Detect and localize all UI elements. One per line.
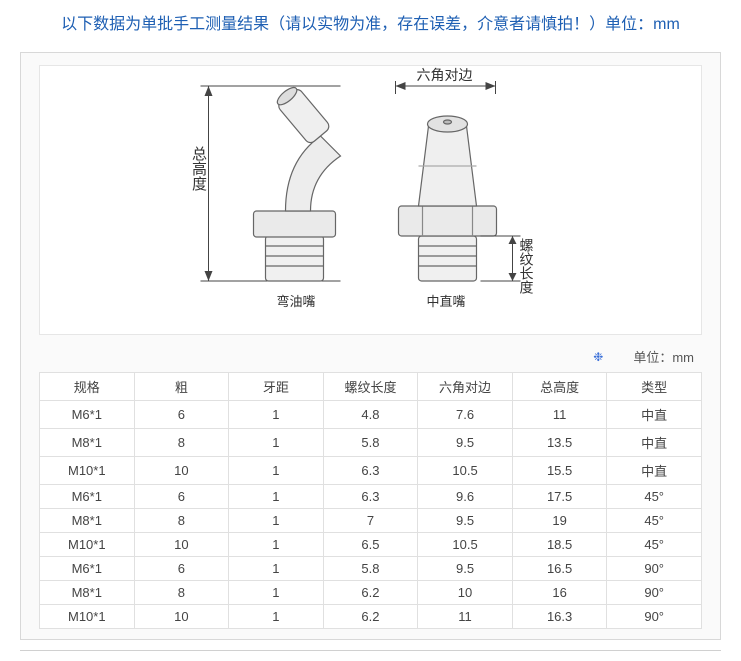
table-cell: 17.5: [512, 485, 607, 509]
table-header-cell: 螺纹长度: [323, 373, 418, 401]
table-cell: 9.5: [418, 429, 513, 457]
caption-straight: 中直嘴: [427, 294, 466, 309]
table-cell: 90°: [607, 605, 702, 629]
decoration-icon: ❉: [593, 350, 603, 364]
table-cell: 7: [323, 509, 418, 533]
table-cell: 11: [512, 401, 607, 429]
table-header-row: 规格粗牙距螺纹长度六角对边总高度类型: [40, 373, 702, 401]
table-cell: 10: [134, 457, 229, 485]
table-cell: 中直: [607, 401, 702, 429]
table-cell: 9.6: [418, 485, 513, 509]
table-cell: 10.5: [418, 457, 513, 485]
table-cell: 10: [134, 605, 229, 629]
table-body: M6*1614.87.611中直M8*1815.89.513.5中直M10*11…: [40, 401, 702, 629]
table-header-cell: 总高度: [512, 373, 607, 401]
product-diagram: 总高度 弯油嘴: [40, 66, 701, 334]
table-cell: 16.3: [512, 605, 607, 629]
table-cell: 1: [229, 457, 324, 485]
table-cell: 1: [229, 605, 324, 629]
table-cell: 6: [134, 485, 229, 509]
table-cell: 1: [229, 485, 324, 509]
table-cell: 9.5: [418, 509, 513, 533]
table-header-cell: 规格: [40, 373, 135, 401]
table-cell: 8: [134, 581, 229, 605]
table-cell: M10*1: [40, 457, 135, 485]
table-cell: 19: [512, 509, 607, 533]
table-cell: 6.3: [323, 485, 418, 509]
table-cell: 6.3: [323, 457, 418, 485]
table-cell: 16: [512, 581, 607, 605]
table-cell: M8*1: [40, 509, 135, 533]
table-cell: 1: [229, 557, 324, 581]
table-cell: 8: [134, 509, 229, 533]
table-row: M8*1816.2101690°: [40, 581, 702, 605]
diagram-area: 总高度 弯油嘴: [39, 65, 702, 335]
table-cell: 90°: [607, 557, 702, 581]
table-header-cell: 牙距: [229, 373, 324, 401]
table-cell: 7.6: [418, 401, 513, 429]
table-cell: 16.5: [512, 557, 607, 581]
table-cell: 13.5: [512, 429, 607, 457]
table-cell: 1: [229, 401, 324, 429]
label-thread-len: 螺纹长度: [519, 238, 535, 294]
table-cell: 1: [229, 509, 324, 533]
table-cell: M6*1: [40, 485, 135, 509]
table-row: M10*11016.21116.390°: [40, 605, 702, 629]
table-cell: M10*1: [40, 605, 135, 629]
table-cell: 10: [134, 533, 229, 557]
table-cell: 9.5: [418, 557, 513, 581]
table-row: M8*1815.89.513.5中直: [40, 429, 702, 457]
table-row: M10*11016.310.515.5中直: [40, 457, 702, 485]
table-header-cell: 类型: [607, 373, 702, 401]
caption-bent: 弯油嘴: [277, 294, 316, 309]
table-cell: 8: [134, 429, 229, 457]
spec-table: 规格粗牙距螺纹长度六角对边总高度类型 M6*1614.87.611中直M8*18…: [39, 372, 702, 629]
table-row: M8*18179.51945°: [40, 509, 702, 533]
table-cell: 45°: [607, 509, 702, 533]
unit-label: 单位：mm: [633, 347, 694, 366]
table-cell: 1: [229, 429, 324, 457]
content-box: 总高度 弯油嘴: [20, 52, 721, 640]
table-cell: 6.5: [323, 533, 418, 557]
table-cell: 6: [134, 557, 229, 581]
table-cell: 5.8: [323, 429, 418, 457]
table-cell: M10*1: [40, 533, 135, 557]
table-header-cell: 粗: [134, 373, 229, 401]
table-row: M6*1614.87.611中直: [40, 401, 702, 429]
table-cell: 6.2: [323, 605, 418, 629]
table-cell: 15.5: [512, 457, 607, 485]
table-cell: M6*1: [40, 401, 135, 429]
table-cell: 6: [134, 401, 229, 429]
table-cell: 1: [229, 533, 324, 557]
table-cell: 11: [418, 605, 513, 629]
table-cell: 中直: [607, 457, 702, 485]
table-cell: M8*1: [40, 581, 135, 605]
table-row: M6*1616.39.617.545°: [40, 485, 702, 509]
notice-text: 以下数据为单批手工测量结果（请以实物为准，存在误差，介意者请慎拍！）单位：mm: [20, 10, 721, 34]
table-cell: 18.5: [512, 533, 607, 557]
table-cell: 中直: [607, 429, 702, 457]
table-cell: M6*1: [40, 557, 135, 581]
table-cell: 45°: [607, 485, 702, 509]
table-cell: 10: [418, 581, 513, 605]
table-row: M6*1615.89.516.590°: [40, 557, 702, 581]
table-cell: 1: [229, 581, 324, 605]
table-cell: 45°: [607, 533, 702, 557]
label-total-height: 总高度: [190, 146, 207, 191]
table-cell: M8*1: [40, 429, 135, 457]
table-cell: 10.5: [418, 533, 513, 557]
table-header-cell: 六角对边: [418, 373, 513, 401]
table-cell: 5.8: [323, 557, 418, 581]
table-cell: 6.2: [323, 581, 418, 605]
table-cell: 4.8: [323, 401, 418, 429]
unit-row: ❉ 单位：mm: [39, 343, 702, 372]
table-cell: 90°: [607, 581, 702, 605]
footer-divider: [20, 650, 721, 651]
label-hex-flat: 六角对边: [417, 67, 473, 83]
table-row: M10*11016.510.518.545°: [40, 533, 702, 557]
